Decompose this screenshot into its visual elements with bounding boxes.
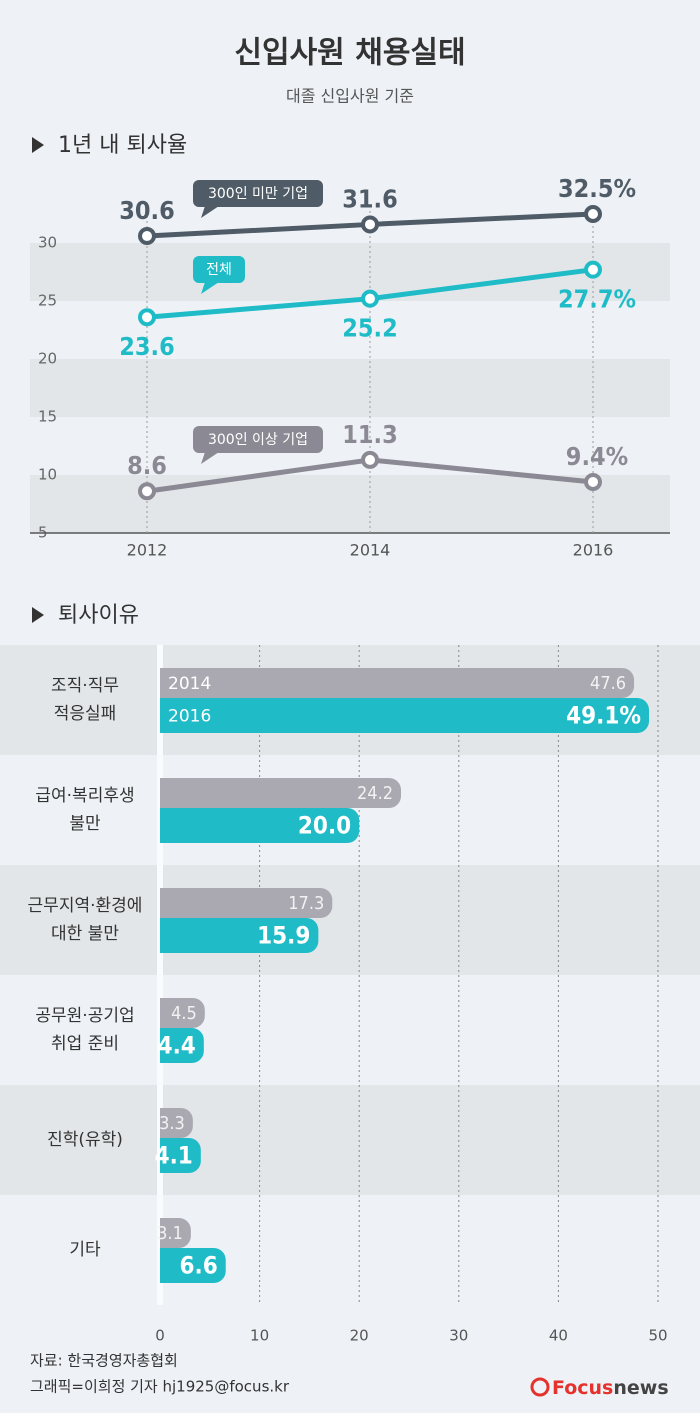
legend-label: 2014	[168, 674, 211, 694]
bar	[160, 1218, 191, 1248]
logo: Focusnews	[552, 1377, 669, 1399]
value-label: 6.6	[179, 1252, 217, 1280]
legend-label: 300인 미만 기업	[208, 186, 308, 202]
value-label: 8.6	[127, 451, 167, 480]
bar	[160, 998, 205, 1028]
x-tick-label: 30	[449, 1327, 468, 1345]
y-tick-label: 20	[38, 350, 57, 368]
x-tick-label: 40	[549, 1327, 568, 1345]
y-tick-label: 25	[38, 292, 57, 310]
value-label: 4.4	[158, 1032, 196, 1060]
bar	[160, 808, 360, 843]
legend-tag	[193, 180, 323, 207]
x-tick-label: 20	[350, 1327, 369, 1345]
value-label: 9.4%	[566, 442, 628, 471]
bar	[160, 1108, 193, 1138]
logo-icon	[530, 1377, 550, 1397]
logo-brand: Focus	[552, 1377, 613, 1399]
y-tick-label: 30	[38, 234, 57, 252]
data-point	[584, 260, 602, 279]
value-label: 30.6	[119, 196, 175, 225]
legend-tag	[193, 256, 245, 283]
bar	[160, 1138, 201, 1173]
x-tick-label: 0	[155, 1327, 165, 1345]
data-point	[138, 482, 156, 501]
category-label: 공무원·공기업 취업 준비	[35, 1006, 135, 1054]
legend-pointer	[201, 206, 219, 218]
legend-label: 300인 이상 기업	[208, 432, 308, 448]
value-label: 20.0	[298, 812, 351, 840]
value-label: 3.3	[159, 1113, 185, 1134]
value-label: 3.1	[157, 1223, 183, 1244]
y-tick-label: 10	[38, 466, 57, 484]
category-label: 조직·직무 적응실패	[51, 676, 119, 724]
title: 신입사원 채용실태	[234, 36, 465, 71]
x-tick-label: 50	[648, 1327, 667, 1345]
data-point	[361, 289, 379, 308]
value-label: 32.5%	[558, 174, 636, 203]
data-point	[361, 215, 379, 234]
value-label: 4.5	[171, 1003, 197, 1024]
category-label: 진학(유학)	[47, 1130, 123, 1150]
source: 자료: 한국경영자총협회	[30, 1352, 178, 1370]
section-title: 퇴사이유	[58, 603, 139, 628]
bar	[160, 1028, 204, 1063]
value-label: 4.1	[155, 1142, 193, 1170]
category-label: 급여·복리후생 불만	[35, 786, 135, 834]
x-tick-label: 2012	[127, 541, 168, 560]
data-point	[361, 450, 379, 469]
legend-label: 2016	[168, 707, 211, 727]
bar	[160, 698, 650, 733]
value-label: 27.7%	[558, 285, 636, 314]
bar	[159, 778, 402, 808]
bar	[160, 918, 319, 953]
legend-label: 전체	[206, 262, 232, 278]
value-label: 47.6	[590, 673, 626, 694]
value-label: 17.3	[288, 893, 324, 914]
grid-band	[30, 475, 670, 533]
data-point	[138, 227, 156, 246]
subtitle: 대졸 신입사원 기준	[286, 87, 414, 106]
row-band	[0, 865, 700, 975]
bar	[159, 888, 333, 918]
value-label: 49.1%	[566, 702, 641, 730]
data-point	[138, 308, 156, 327]
y-tick-label: 15	[38, 408, 57, 426]
row-band	[0, 1085, 700, 1195]
legend-pointer	[201, 452, 219, 464]
data-point	[584, 472, 602, 491]
legend-tag	[193, 426, 323, 453]
value-label: 11.3	[342, 420, 398, 449]
value-label: 31.6	[342, 184, 398, 213]
value-label: 15.9	[257, 922, 310, 950]
bar	[160, 668, 635, 698]
category-label: 근무지역·환경에 대한 불만	[27, 896, 143, 944]
legend-pointer	[201, 282, 219, 294]
value-label: 23.6	[119, 332, 175, 361]
x-tick-label: 2016	[573, 541, 614, 560]
section-marker	[32, 607, 44, 623]
section-title: 1년 내 퇴사율	[58, 133, 187, 158]
logo-suffix: news	[613, 1377, 668, 1399]
value-label: 25.2	[342, 314, 398, 343]
data-point	[584, 205, 602, 223]
category-label: 기타	[69, 1240, 101, 1260]
x-tick-label: 10	[250, 1327, 269, 1345]
grid-band	[30, 359, 670, 417]
credit: 그래픽=이희정 기자 hj1925@focus.kr	[30, 1378, 290, 1396]
value-label: 24.2	[357, 783, 393, 804]
bar	[160, 1248, 226, 1283]
section-marker	[32, 137, 44, 153]
x-tick-label: 2014	[350, 541, 391, 560]
